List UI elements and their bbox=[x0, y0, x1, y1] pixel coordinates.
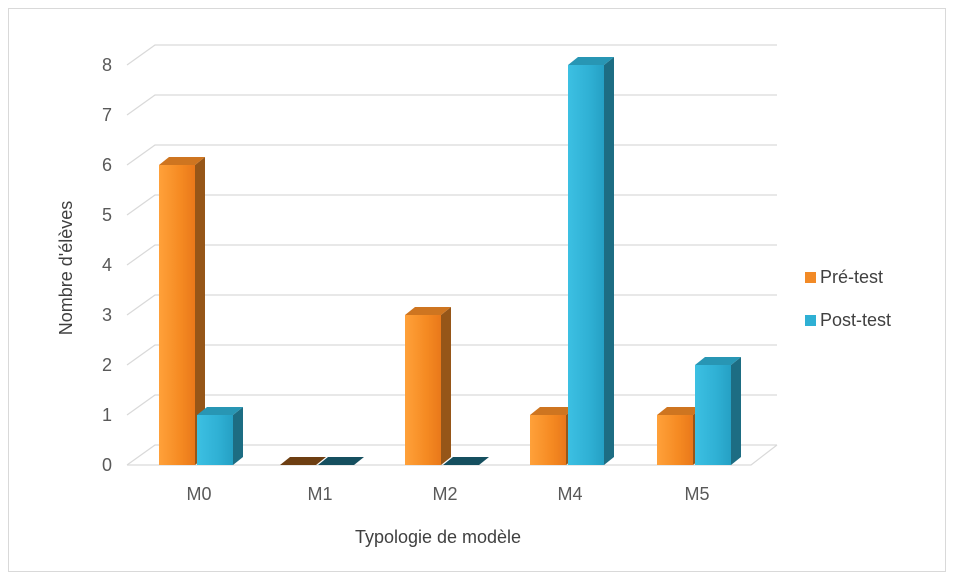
y-tick-label: 7 bbox=[102, 105, 112, 125]
bar-side-face bbox=[441, 307, 451, 465]
x-tick-label: M1 bbox=[307, 484, 332, 504]
y-tick-label: 2 bbox=[102, 355, 112, 375]
bar-front-face bbox=[197, 415, 233, 465]
legend-swatch bbox=[805, 272, 816, 283]
x-axis-ticks: M0 M1 M2 M4 M5 bbox=[186, 484, 709, 504]
gridline bbox=[126, 294, 777, 316]
bar-M2-post-test bbox=[443, 457, 489, 465]
bar-M2-pre-test bbox=[405, 307, 451, 465]
y-tick-label: 6 bbox=[102, 155, 112, 175]
bar-top-face bbox=[159, 157, 205, 165]
y-tick-label: 5 bbox=[102, 205, 112, 225]
x-tick-label: M0 bbox=[186, 484, 211, 504]
bar-top-face bbox=[695, 357, 741, 365]
bar-top-face bbox=[657, 407, 703, 415]
y-tick-label: 8 bbox=[102, 55, 112, 75]
legend-label: Pré-test bbox=[820, 267, 883, 287]
bar-zero-face bbox=[318, 457, 364, 465]
x-axis-title: Typologie de modèle bbox=[355, 527, 521, 547]
bar-zero-face bbox=[443, 457, 489, 465]
bar-M5-post-test bbox=[695, 357, 741, 465]
bar-top-face bbox=[530, 407, 576, 415]
gridline bbox=[126, 144, 777, 166]
bar-side-face bbox=[233, 407, 243, 465]
bar-M0-post-test bbox=[197, 407, 243, 465]
bar-front-face bbox=[568, 65, 604, 465]
legend: Pré-test Post-test bbox=[805, 267, 891, 330]
bar-top-face bbox=[405, 307, 451, 315]
x-tick-label: M4 bbox=[557, 484, 582, 504]
bar-zero-face bbox=[280, 457, 326, 465]
bar-front-face bbox=[405, 315, 441, 465]
bar-side-face bbox=[604, 57, 614, 465]
bar-M1-post-test bbox=[318, 457, 364, 465]
bar-top-face bbox=[197, 407, 243, 415]
gridline bbox=[126, 194, 777, 216]
bar-front-face bbox=[657, 415, 693, 465]
gridline bbox=[126, 244, 777, 266]
bar-front-face bbox=[159, 165, 195, 465]
y-axis-title: Nombre d'élèves bbox=[56, 201, 76, 336]
bar-front-face bbox=[695, 365, 731, 465]
bar-M1-pre-test bbox=[280, 457, 326, 465]
legend-label: Post-test bbox=[820, 310, 891, 330]
y-axis-ticks: 0 1 2 3 4 5 6 7 8 bbox=[102, 55, 112, 475]
x-tick-label: M2 bbox=[432, 484, 457, 504]
bar-M0-pre-test bbox=[159, 157, 205, 465]
gridline bbox=[126, 344, 777, 366]
gridlines bbox=[126, 44, 777, 466]
bars bbox=[159, 57, 741, 465]
bar-M4-post-test bbox=[568, 57, 614, 465]
y-tick-label: 1 bbox=[102, 405, 112, 425]
y-tick-label: 4 bbox=[102, 255, 112, 275]
bar-side-face bbox=[195, 157, 205, 465]
bar-side-face bbox=[731, 357, 741, 465]
bar-front-face bbox=[530, 415, 566, 465]
legend-swatch bbox=[805, 315, 816, 326]
gridline bbox=[126, 44, 777, 66]
gridline bbox=[126, 94, 777, 116]
bar-top-face bbox=[568, 57, 614, 65]
y-tick-label: 3 bbox=[102, 305, 112, 325]
x-tick-label: M5 bbox=[684, 484, 709, 504]
y-tick-label: 0 bbox=[102, 455, 112, 475]
